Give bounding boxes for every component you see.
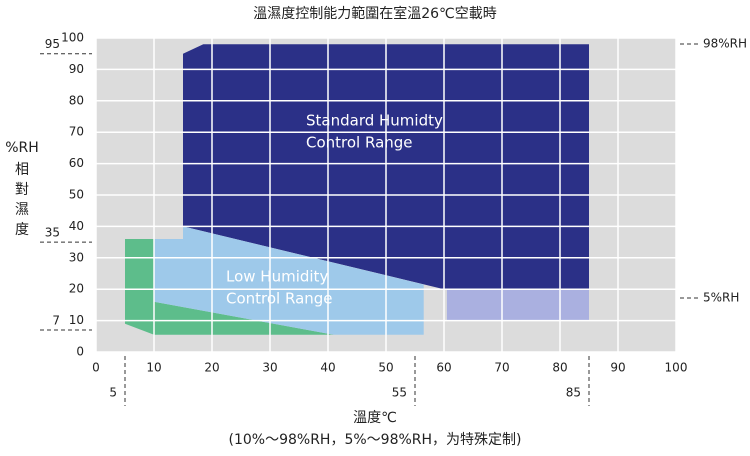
region-label: Standard Humidty xyxy=(306,112,443,130)
reference-label: 7 xyxy=(52,314,60,328)
y-tick-label: 90 xyxy=(69,62,84,76)
x-tick-label: 100 xyxy=(665,361,688,375)
y-axis-label-char: 相 xyxy=(15,162,29,178)
y-axis-label-2: 相對濕度 xyxy=(15,162,29,238)
right-label: 98%RH xyxy=(703,37,747,51)
x-tick-label: 60 xyxy=(436,361,451,375)
y-tick-label: 100 xyxy=(61,31,84,45)
x-tick-label: 0 xyxy=(92,361,100,375)
x-axis-label: 溫度℃ xyxy=(353,410,397,426)
y-tick-label: 60 xyxy=(69,156,84,170)
x-axis-note: (10%～98%RH，5%～98%RH，为特殊定制) xyxy=(229,432,522,448)
x-tick-label: 20 xyxy=(204,361,219,375)
reference-label: 95 xyxy=(45,37,60,51)
y-axis-label-char: 對 xyxy=(15,182,29,198)
chart-title: 溫濕度控制能力範圍在室溫26℃空載時 xyxy=(253,5,497,22)
y-tick-label: 20 xyxy=(69,282,84,296)
y-tick-label: 0 xyxy=(76,345,84,359)
y-axis-label-char: 度 xyxy=(15,222,29,238)
y-axis-label-char: 濕 xyxy=(15,202,29,218)
reference-label: 35 xyxy=(45,226,60,240)
x-tick-label: 30 xyxy=(262,361,277,375)
x-tick-label: 90 xyxy=(610,361,625,375)
y-tick-label: 30 xyxy=(69,250,84,264)
x-tick-label: 80 xyxy=(552,361,567,375)
reference-label: 5 xyxy=(109,386,117,400)
region xyxy=(125,238,334,335)
y-tick-label: 10 xyxy=(69,313,84,327)
x-tick-label: 40 xyxy=(320,361,335,375)
y-tick-label: 80 xyxy=(69,93,84,107)
x-tick-label: 10 xyxy=(146,361,161,375)
reference-label: 85 xyxy=(566,386,581,400)
right-label: 5%RH xyxy=(703,291,739,305)
y-tick-label: 40 xyxy=(69,219,84,233)
region xyxy=(446,289,589,321)
x-tick-label: 70 xyxy=(494,361,509,375)
region-label: Low Humidity xyxy=(226,268,328,286)
region xyxy=(154,226,424,335)
x-tick-label: 50 xyxy=(378,361,393,375)
region-label: Control Range xyxy=(226,290,333,308)
y-axis-label: %RH xyxy=(5,140,39,156)
reference-label: 55 xyxy=(392,386,407,400)
region-label: Control Range xyxy=(306,134,413,152)
y-tick-label: 70 xyxy=(69,125,84,139)
y-tick-label: 50 xyxy=(69,188,84,202)
